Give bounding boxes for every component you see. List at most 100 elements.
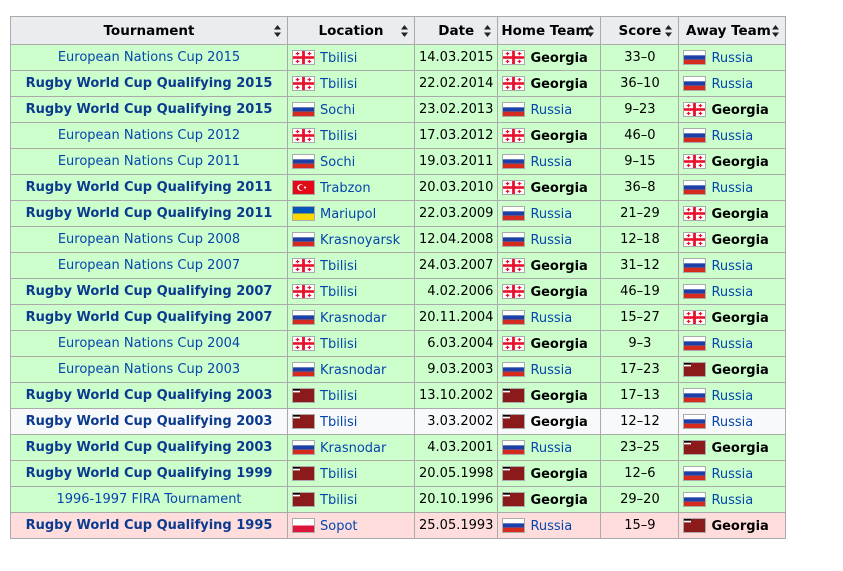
home-team-link[interactable]: Georgia [530, 388, 588, 404]
home-team-link[interactable]: Georgia [530, 492, 588, 508]
home-team-link[interactable]: Georgia [530, 284, 588, 300]
location-link[interactable]: Tbilisi [320, 388, 358, 404]
tournament-link[interactable]: European Nations Cup 2003 [57, 362, 241, 377]
georgia-old-flag-icon [502, 491, 526, 507]
location-link[interactable]: Tbilisi [320, 258, 358, 274]
home-team-link[interactable]: Georgia [530, 180, 588, 196]
location-link[interactable]: Sopot [320, 518, 358, 534]
tournament-link[interactable]: Rugby World Cup Qualifying 1999 [25, 466, 273, 481]
away-team-link[interactable]: Georgia [711, 232, 769, 248]
home-team-link[interactable]: Georgia [530, 336, 588, 352]
tournament-link[interactable]: Rugby World Cup Qualifying 1995 [25, 518, 273, 533]
away-team-link[interactable]: Russia [711, 414, 754, 430]
home-team-link[interactable]: Georgia [530, 76, 588, 92]
location-link[interactable]: Tbilisi [320, 466, 358, 482]
column-header-away-team[interactable]: Away Team [678, 16, 787, 45]
home-team-link[interactable]: Georgia [530, 258, 588, 274]
home-team-link[interactable]: Russia [530, 102, 573, 118]
location-link[interactable]: Krasnodar [320, 440, 387, 456]
away-team-link[interactable]: Russia [711, 388, 754, 404]
tournament-link[interactable]: Rugby World Cup Qualifying 2007 [25, 284, 273, 299]
tournament-link[interactable]: Rugby World Cup Qualifying 2011 [25, 180, 273, 195]
sort-icon[interactable] [587, 25, 595, 37]
location-link[interactable]: Sochi [320, 154, 356, 170]
location-link[interactable]: Tbilisi [320, 414, 358, 430]
tournament-link[interactable]: European Nations Cup 2012 [57, 128, 241, 143]
location-cell: Sochi [287, 148, 415, 175]
location-cell: Krasnodar [287, 434, 415, 461]
away-team-link[interactable]: Russia [711, 76, 754, 92]
location-link[interactable]: Mariupol [320, 206, 377, 222]
match-date: 25.05.1993 [419, 518, 494, 533]
home-team-link[interactable]: Russia [530, 154, 573, 170]
home-team-link[interactable]: Georgia [530, 50, 588, 66]
location-link[interactable]: Krasnodar [320, 310, 387, 326]
location-link[interactable]: Tbilisi [320, 336, 358, 352]
location-link[interactable]: Tbilisi [320, 284, 358, 300]
sort-icon[interactable] [274, 25, 281, 37]
home-team-link[interactable]: Russia [530, 518, 573, 534]
away-team-link[interactable]: Georgia [711, 102, 769, 118]
location-cell: Tbilisi [287, 486, 415, 513]
column-header-date[interactable]: Date [413, 16, 499, 45]
score-cell: 9–3 [600, 330, 680, 357]
location-link[interactable]: Tbilisi [320, 76, 358, 92]
tournament-link[interactable]: European Nations Cup 2007 [57, 258, 241, 273]
tournament-link[interactable]: European Nations Cup 2015 [57, 50, 241, 65]
away-team-link[interactable]: Russia [711, 128, 754, 144]
home-team-link[interactable]: Georgia [530, 414, 588, 430]
home-team-link[interactable]: Russia [530, 206, 573, 222]
home-team-link[interactable]: Russia [530, 362, 573, 378]
tournament-link[interactable]: Rugby World Cup Qualifying 2003 [25, 414, 273, 429]
russia-flag-icon [683, 49, 707, 65]
home-team-link[interactable]: Georgia [530, 128, 588, 144]
tournament-link[interactable]: European Nations Cup 2008 [57, 232, 241, 247]
column-header-location[interactable]: Location [287, 16, 415, 45]
away-team-link[interactable]: Russia [711, 284, 754, 300]
home-team-link[interactable]: Georgia [530, 466, 588, 482]
home-team-link[interactable]: Russia [530, 440, 573, 456]
away-team-link[interactable]: Russia [711, 492, 754, 508]
away-team-link[interactable]: Russia [711, 466, 754, 482]
georgia-flag-icon [292, 283, 315, 299]
away-team-link[interactable]: Russia [711, 258, 754, 274]
home-team-link[interactable]: Russia [530, 232, 573, 248]
away-team-link[interactable]: Russia [711, 50, 754, 66]
sort-icon[interactable] [401, 25, 408, 37]
sort-icon[interactable] [484, 25, 492, 37]
away-team-link[interactable]: Georgia [711, 154, 769, 170]
location-link[interactable]: Tbilisi [320, 128, 358, 144]
location-link[interactable]: Trabzon [320, 180, 371, 196]
away-team-link[interactable]: Russia [711, 336, 754, 352]
sort-icon[interactable] [772, 25, 780, 37]
tournament-link[interactable]: Rugby World Cup Qualifying 2011 [25, 206, 273, 221]
tournament-link[interactable]: Rugby World Cup Qualifying 2003 [25, 440, 273, 455]
column-header-home-team[interactable]: Home Team [497, 16, 602, 45]
tournament-link[interactable]: Rugby World Cup Qualifying 2007 [25, 310, 273, 325]
location-link[interactable]: Krasnoyarsk [320, 232, 401, 248]
tournament-link[interactable]: Rugby World Cup Qualifying 2015 [25, 76, 273, 91]
location-cell: Mariupol [287, 200, 415, 227]
location-link[interactable]: Tbilisi [320, 492, 358, 508]
column-header-tournament[interactable]: Tournament [10, 16, 288, 45]
column-header-score[interactable]: Score [600, 16, 680, 45]
away-team-link[interactable]: Georgia [711, 440, 769, 456]
tournament-link[interactable]: European Nations Cup 2011 [57, 154, 241, 169]
tournament-link[interactable]: 1996-1997 FIRA Tournament [56, 492, 242, 507]
location-link[interactable]: Tbilisi [320, 50, 358, 66]
tournament-link[interactable]: Rugby World Cup Qualifying 2015 [25, 102, 273, 117]
tournament-link[interactable]: Rugby World Cup Qualifying 2003 [25, 388, 273, 403]
away-team-link[interactable]: Georgia [711, 310, 769, 326]
away-team-link[interactable]: Georgia [711, 206, 769, 222]
sort-icon[interactable] [665, 25, 673, 37]
tournament-cell: Rugby World Cup Qualifying 1999 [10, 460, 288, 487]
home-team-link[interactable]: Russia [530, 310, 573, 326]
location-link[interactable]: Krasnodar [320, 362, 387, 378]
away-team-link[interactable]: Russia [711, 180, 754, 196]
away-team-link[interactable]: Georgia [711, 362, 769, 378]
date-cell: 4.02.2006 [413, 278, 499, 305]
tournament-cell: Rugby World Cup Qualifying 2003 [10, 408, 288, 435]
away-team-link[interactable]: Georgia [711, 518, 769, 534]
location-link[interactable]: Sochi [320, 102, 356, 118]
tournament-link[interactable]: European Nations Cup 2004 [57, 336, 241, 351]
